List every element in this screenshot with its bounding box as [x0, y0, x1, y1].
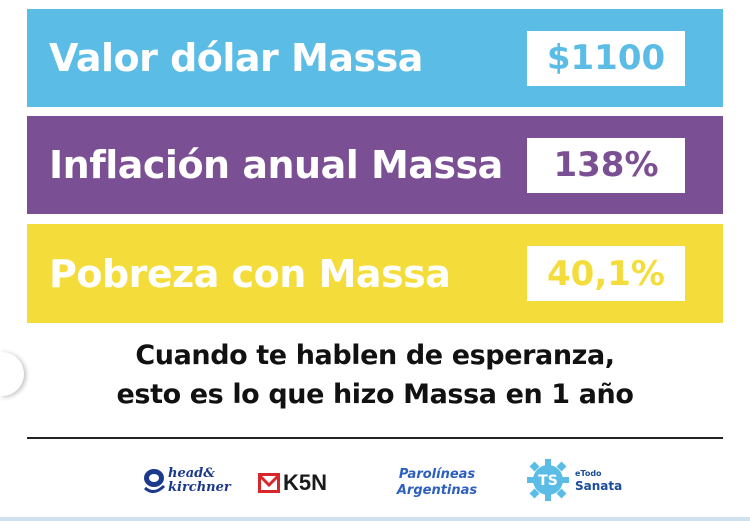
bottom-edge [0, 517, 750, 521]
side-scroll-handle[interactable] [0, 352, 24, 396]
row-label: Pobreza con Massa [49, 251, 451, 296]
logo-k5n-text: K5N [283, 470, 328, 495]
value-box-dolar: $1100 [527, 30, 685, 86]
logo-hk-line2: kirchner [168, 480, 231, 495]
logo-pa-line1: Parolíneas [398, 467, 476, 482]
subtitle-line-2: esto es lo que hizo Massa en 1 año [116, 379, 634, 410]
logo-k5n: K5N [258, 470, 327, 496]
logo-ts-big: Sanata [575, 479, 623, 493]
row-label: Inflación anual Massa [49, 143, 503, 187]
logo-head-kirchner: head& kirchner [142, 458, 232, 504]
row-inflacion-anual: Inflación anual Massa 138% [27, 116, 723, 214]
logo-pa-line2: Argentinas [396, 483, 478, 498]
value-box-inflacion: 138% [527, 137, 685, 193]
logo-ts-small: eTodo [575, 469, 602, 478]
ts-badge-text: TS [538, 473, 558, 489]
head-kirchner-logo-icon [144, 469, 166, 493]
logo-parolineas: Parolíneas Argentinas [392, 462, 482, 504]
row-label: Valor dólar Massa [49, 36, 423, 80]
envelope-m-icon [258, 473, 280, 493]
divider [27, 437, 723, 439]
row-pobreza: Pobreza con Massa 40,1% [27, 224, 723, 323]
gear-badge-icon: TS [527, 459, 569, 501]
row-valor-dolar: Valor dólar Massa $1100 [27, 9, 723, 107]
subtitle-line-1: Cuando te hablen de esperanza, [135, 340, 615, 371]
logo-hk-line1: head& [168, 466, 215, 481]
logo-todo-sanata: TS eTodo Sanata [525, 456, 622, 504]
value-box-pobreza: 40,1% [527, 246, 685, 301]
